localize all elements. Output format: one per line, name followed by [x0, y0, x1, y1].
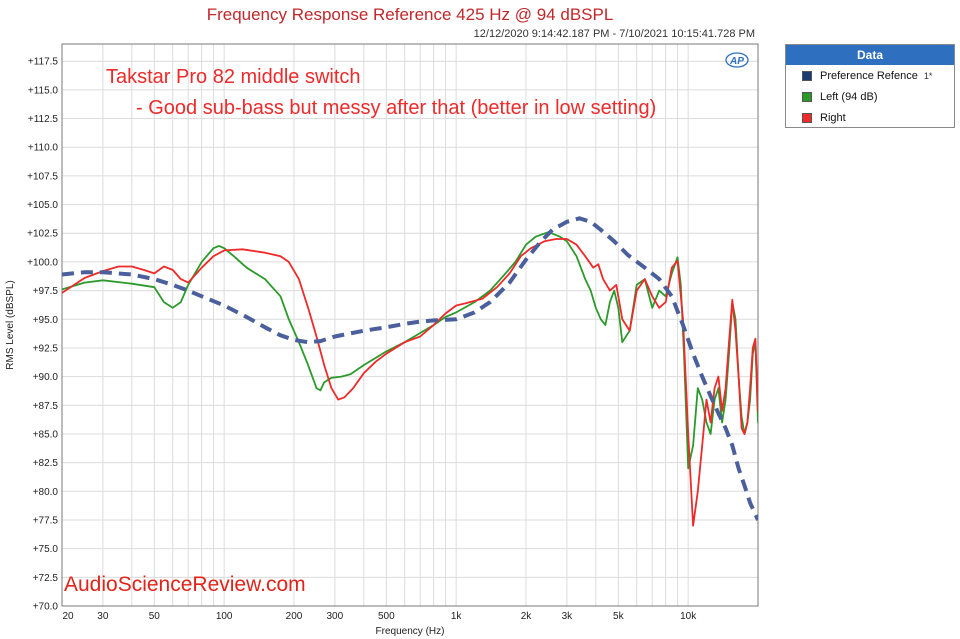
x-tick-label: 10k: [680, 611, 697, 622]
grid: [62, 44, 758, 607]
legend-label-left: Left (94 dB): [820, 90, 878, 103]
annotation-headphone-name: Takstar Pro 82 middle switch: [106, 66, 361, 88]
y-tick-label: +97.5: [33, 286, 59, 297]
y-tick-label: +117.5: [28, 57, 59, 68]
y-tick-label: +77.5: [33, 515, 59, 526]
series-lines: [62, 216, 758, 527]
y-tick-label: +110.0: [28, 143, 59, 154]
x-tick-label: 30: [97, 611, 109, 622]
legend-swatch-left: [802, 91, 812, 102]
y-tick-label: +107.5: [27, 171, 58, 182]
ap-logo-text: AP: [729, 56, 744, 67]
x-tick-label: 200: [286, 611, 303, 622]
legend-label-preference: Preference Refence: [820, 69, 918, 82]
series-line-right: [62, 238, 758, 527]
x-axis-label: Frequency (Hz): [376, 626, 445, 637]
series-line-preference-refence: [62, 216, 758, 521]
y-tick-label: +112.5: [28, 114, 59, 125]
legend-item-preference[interactable]: Preference Refence 1*: [786, 65, 954, 86]
y-tick-label: +105.0: [27, 200, 58, 211]
ap-logo: AP: [725, 52, 749, 68]
y-tick-label: +87.5: [33, 401, 59, 412]
x-tick-label: 3k: [562, 611, 574, 622]
y-tick-label: +102.5: [27, 229, 58, 240]
y-tick-label: +115.0: [28, 85, 59, 96]
y-tick-label: +70.0: [33, 602, 59, 613]
legend-title: Data: [786, 45, 954, 65]
y-tick-label: +85.0: [33, 429, 59, 440]
x-tick-label: 50: [149, 611, 161, 622]
x-tick-label: 100: [216, 611, 233, 622]
series-line-left-94-db: [62, 231, 758, 470]
y-tick-label: +80.0: [33, 487, 59, 498]
y-tick-label: +95.0: [33, 315, 59, 326]
y-axis-ticks: +117.5 +115.0 +112.5 +110.0 +107.5 +105.0 +102…: [27, 57, 58, 613]
y-tick-label: +92.5: [33, 343, 59, 354]
chart-title: Frequency Response Reference 425 Hz @ 94…: [207, 5, 614, 24]
y-tick-label: +90.0: [33, 372, 59, 383]
y-axis-label: RMS Level (dBSPL): [5, 280, 16, 369]
x-tick-label: 2k: [521, 611, 533, 622]
x-tick-label: 20: [62, 611, 74, 622]
x-tick-label: 500: [378, 611, 395, 622]
watermark: AudioScienceReview.com: [64, 573, 306, 596]
annotation-verdict: - Good sub-bass but messy after that (be…: [136, 97, 656, 119]
legend-item-right[interactable]: Right: [786, 107, 954, 128]
x-tick-label: 5k: [613, 611, 625, 622]
legend-swatch-preference: [802, 70, 812, 81]
x-tick-label: 1k: [451, 611, 463, 622]
legend-item-left[interactable]: Left (94 dB): [786, 86, 954, 107]
x-axis-ticks: 20 30 50 100 200 300 500 1k 2k 3k 5k 10k: [62, 611, 697, 622]
y-tick-label: +100.0: [27, 257, 58, 268]
plot-area: [61, 43, 759, 607]
y-tick-label: +72.5: [33, 573, 59, 584]
legend-swatch-right: [802, 112, 812, 123]
chart-subtitle: 12/12/2020 9:14:42.187 PM - 7/10/2021 10…: [474, 28, 755, 40]
y-tick-label: +75.0: [33, 544, 59, 555]
legend: Data Preference Refence 1* Left (94 dB) …: [785, 44, 955, 128]
y-tick-label: +82.5: [33, 458, 59, 469]
x-tick-label: 300: [327, 611, 344, 622]
legend-mark-preference: 1*: [923, 70, 933, 81]
legend-label-right: Right: [820, 111, 846, 124]
